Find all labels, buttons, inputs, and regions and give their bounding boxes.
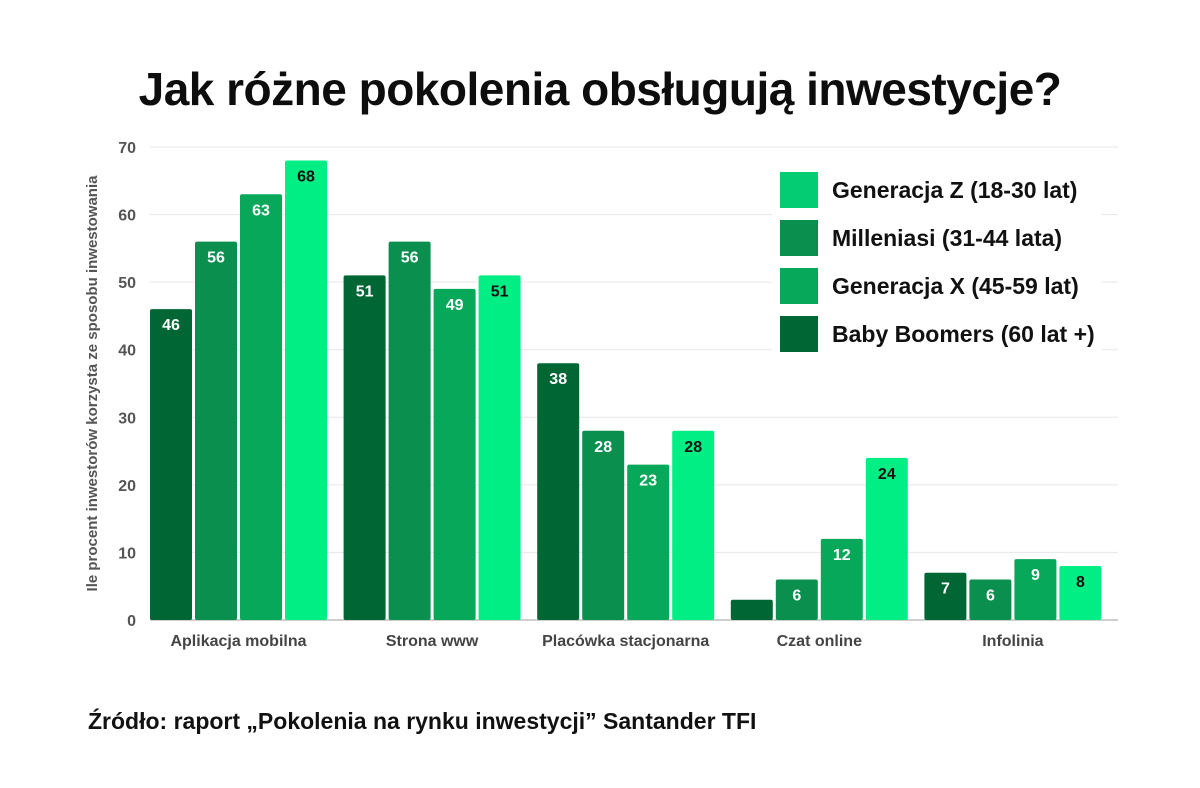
- bar-value-label: 56: [207, 250, 225, 267]
- source-note: Źródło: raport „Pokolenia na rynku inwes…: [88, 708, 757, 734]
- legend-swatch: [780, 316, 818, 352]
- bar-value-label: 8: [1076, 574, 1085, 591]
- bar-value-label: 9: [1031, 567, 1040, 584]
- legend: Generacja Z (18-30 lat) Milleniasi (31-44…: [772, 162, 1102, 362]
- bar: [582, 430, 625, 620]
- bar-value-label: 68: [297, 169, 315, 186]
- bar: [969, 579, 1012, 620]
- legend-swatch: [780, 172, 818, 208]
- bar-value-label: 56: [401, 250, 419, 267]
- legend-label: Milleniasi (31-44 lata): [832, 224, 1063, 251]
- y-tick-label: 70: [118, 140, 136, 157]
- bar: [285, 160, 327, 620]
- x-tick-label: Strona www: [386, 633, 479, 650]
- bar: [672, 430, 715, 620]
- y-tick-label: 0: [127, 613, 136, 630]
- bar: [240, 194, 282, 621]
- bar-value-label: 6: [792, 587, 801, 604]
- bar-value-label: 49: [446, 297, 464, 314]
- x-tick-label: Czat online: [777, 633, 862, 650]
- bar: [150, 309, 192, 620]
- legend-label: Generacja X (45-59 lat): [832, 272, 1079, 299]
- bar: [775, 579, 818, 620]
- y-tick-label: 50: [118, 275, 136, 292]
- legend-item: Milleniasi (31-44 lata): [780, 220, 1062, 256]
- bar: [924, 572, 967, 620]
- bar: [433, 288, 476, 620]
- bar: [388, 241, 431, 620]
- legend-item: Generacja X (45-59 lat): [780, 268, 1079, 304]
- bar-value-label: 28: [594, 439, 612, 456]
- bar: [865, 457, 908, 620]
- bar-value-label: 7: [941, 581, 950, 598]
- bar: [343, 275, 386, 620]
- bar: [1014, 559, 1057, 620]
- bar-value-label: 3: [747, 608, 756, 625]
- y-tick-label: 20: [118, 478, 136, 495]
- bar: [478, 275, 521, 620]
- bar: [537, 363, 580, 620]
- x-tick-label: Aplikacja mobilna: [170, 633, 306, 650]
- bar-value-label: 6: [986, 587, 995, 604]
- legend-label: Generacja Z (18-30 lat): [832, 176, 1078, 203]
- legend-item: Generacja Z (18-30 lat): [780, 172, 1077, 208]
- bar-value-label: 51: [491, 283, 509, 300]
- bar-value-label: 23: [639, 473, 657, 490]
- bar: [1059, 565, 1102, 620]
- x-tick-label: Infolinia: [982, 633, 1043, 650]
- bar-value-label: 63: [252, 202, 270, 219]
- bar: [627, 464, 670, 620]
- y-tick-label: 40: [118, 343, 136, 360]
- y-axis-label: Ile procent inwestorów korzysta ze sposo…: [84, 175, 101, 592]
- bar-value-label: 38: [549, 371, 567, 388]
- bar: [820, 538, 863, 620]
- bar-value-label: 12: [833, 547, 851, 564]
- y-tick-label: 10: [118, 545, 136, 562]
- y-tick-label: 30: [118, 410, 136, 427]
- bar-value-label: 28: [684, 439, 702, 456]
- legend-label: Baby Boomers (60 lat +): [832, 320, 1095, 347]
- legend-swatch: [780, 268, 818, 304]
- x-tick-label: Placówka stacjonarna: [542, 633, 709, 650]
- legend-item: Baby Boomers (60 lat +): [780, 316, 1095, 352]
- y-tick-label: 60: [118, 208, 136, 225]
- bar: [195, 241, 237, 620]
- legend-swatch: [780, 220, 818, 256]
- chart-title: Jak różne pokolenia obsługują inwestycje…: [138, 63, 1062, 115]
- bar-value-label: 24: [878, 466, 896, 483]
- bar-value-label: 51: [356, 283, 374, 300]
- bar-value-label: 46: [162, 317, 180, 334]
- bar: [730, 599, 773, 620]
